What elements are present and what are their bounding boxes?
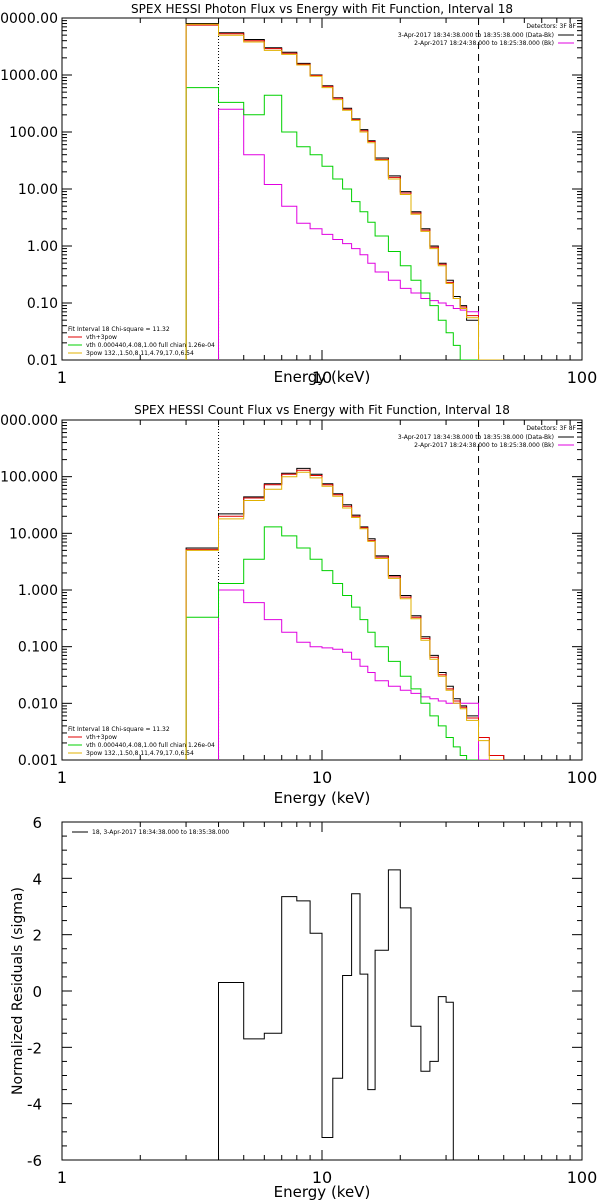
legend-entry: 18, 3-Apr-2017 18:34:38.000 to 18:35:38.… (92, 829, 229, 836)
y-tick-label: 0.010 (18, 696, 58, 712)
y-tick-label: 0 (32, 983, 42, 1001)
legend-top-entry: 2-Apr-2017 18:24:38.000 to 18:25:38.000 … (414, 442, 554, 449)
x-axis-label: Energy (keV) (274, 789, 371, 807)
legend-bottom-entry: 3pow 132.,1.50,8.11,4.79,17.0,6.54 (86, 750, 194, 757)
legend-bottom-entry: vth+3pow (86, 334, 117, 341)
y-tick-label: 1.00 (27, 239, 58, 255)
y-tick-label: 10.00 (18, 182, 58, 198)
x-tick-label: 10 (312, 368, 332, 387)
y-tick-label: 1000.00 (0, 68, 58, 84)
x-tick-label: 1 (57, 1168, 67, 1187)
chart-title: SPEX HESSI Photon Flux vs Energy with Fi… (131, 2, 513, 16)
legend-top-title: Detectors: 3F 8F (526, 425, 576, 432)
x-tick-label: 10 (312, 1168, 332, 1187)
y-tick-label: 0.01 (27, 353, 58, 369)
y-axis-label: Normalized Residuals (sigma) (10, 887, 26, 1095)
chart-panel-1 (61, 17, 583, 361)
y-tick-label: -6 (27, 1152, 42, 1170)
chart-title: SPEX HESSI Count Flux vs Energy with Fit… (134, 403, 510, 417)
series-line-5 (185, 23, 504, 360)
y-tick-label: 10000.00 (0, 11, 58, 27)
x-tick-label: 1 (57, 768, 67, 787)
y-tick-label: 100.00 (9, 125, 58, 141)
y-tick-label: 0.100 (18, 640, 58, 656)
chart-panel-2 (61, 419, 583, 761)
plot-frame (61, 17, 583, 361)
x-tick-label: 100 (567, 368, 598, 387)
y-tick-label: 1.000 (18, 583, 58, 599)
legend-top-title: Detectors: 3F 8F (526, 23, 576, 30)
series-line-3 (185, 24, 504, 360)
legend-top-entry: 3-Apr-2017 18:34:38.000 to 18:35:38.000 … (398, 434, 554, 441)
legend-bottom-entry: vth 0.000440,4.08,1.00 full chian 1.26e-… (86, 742, 215, 749)
legend-top-entry: 3-Apr-2017 18:34:38.000 to 18:35:38.000 … (398, 32, 554, 39)
series-line-4 (185, 87, 479, 360)
y-tick-label: 6 (32, 814, 42, 832)
y-tick-label: 4 (32, 870, 42, 888)
legend-bottom-title: Fit Interval 18 Chi-square = 11.32 (68, 726, 170, 733)
x-axis-label: Energy (keV) (274, 1183, 371, 1200)
x-tick-label: 100 (567, 768, 598, 787)
y-tick-label: -4 (27, 1096, 42, 1114)
legend-bottom-entry: 3pow 132.,1.50,8.11,4.79,17.0,6.54 (86, 350, 194, 357)
series-line-2 (218, 589, 490, 760)
x-tick-label: 10 (312, 768, 332, 787)
y-tick-label: 2 (32, 927, 42, 945)
legend-bottom-entry: vth 0.000440,4.08,1.00 full chian 1.26e-… (86, 342, 215, 349)
y-tick-label: 0.001 (18, 753, 58, 769)
series-line-4 (185, 526, 479, 760)
x-tick-label: 1 (57, 368, 67, 387)
y-tick-label: 10.000 (9, 526, 58, 542)
legend-top-entry: 2-Apr-2017 18:24:38.000 to 18:25:38.000 … (414, 40, 554, 47)
plot-frame (61, 419, 583, 761)
legend-bottom-entry: vth+3pow (86, 734, 117, 741)
y-tick-label: 100.000 (0, 470, 58, 486)
y-tick-label: 1000.000 (0, 413, 58, 429)
legend-bottom-title: Fit Interval 18 Chi-square = 11.32 (68, 326, 170, 333)
x-tick-label: 100 (567, 1168, 598, 1187)
chart-panel-3 (61, 821, 583, 1161)
x-axis-label: Energy (keV) (274, 368, 371, 386)
series-line-1 (185, 23, 479, 360)
series-line-2 (218, 108, 490, 360)
series-line-1 (218, 869, 479, 1160)
y-tick-label: 0.10 (27, 296, 58, 312)
y-tick-label: -2 (27, 1039, 42, 1057)
series-line-5 (185, 471, 504, 760)
